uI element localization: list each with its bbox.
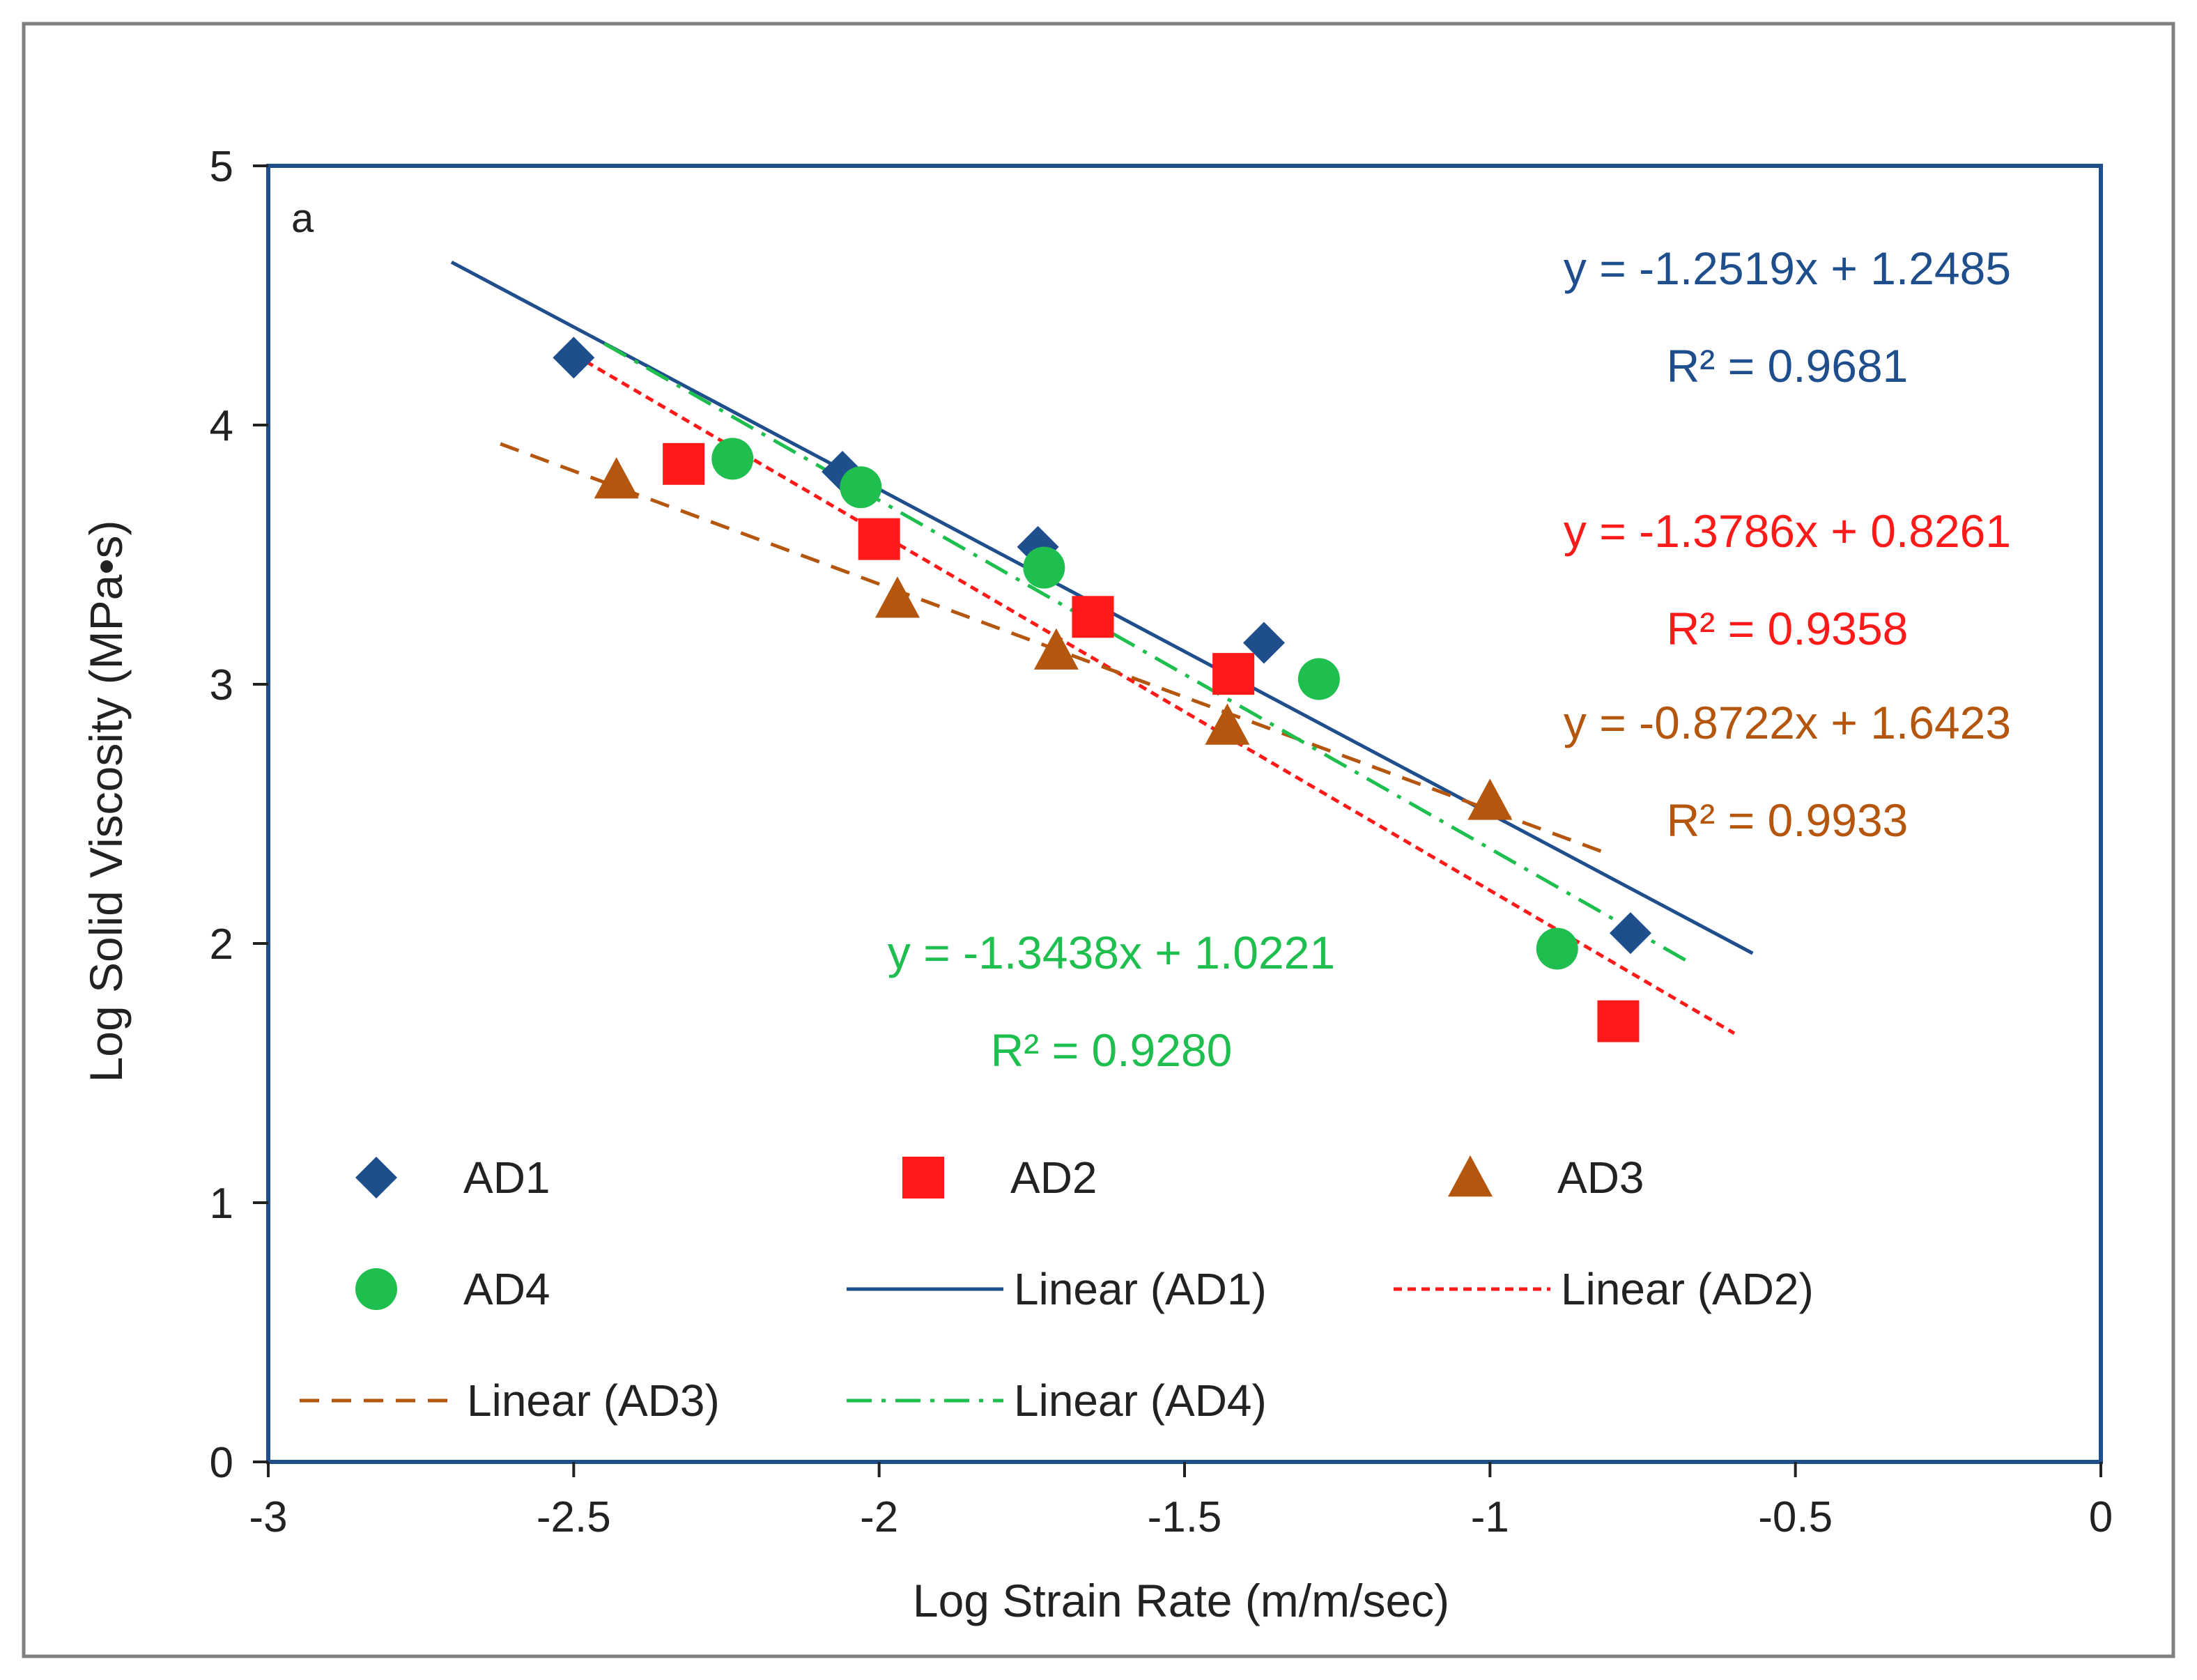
data-point-ad4 bbox=[1536, 927, 1578, 970]
r-squared-ad2: R² = 0.9358 bbox=[1667, 603, 1909, 654]
y-tick-label: 4 bbox=[210, 402, 233, 450]
legend: AD1 AD2 AD3 AD4 Linear (AD1) Linear (AD2) Line… bbox=[300, 1153, 1814, 1426]
r-squared-ad1: R² = 0.9681 bbox=[1667, 340, 1909, 392]
legend-item-linear-ad3: Linear (AD3) bbox=[300, 1375, 720, 1426]
x-tick-label: 0 bbox=[2089, 1493, 2113, 1541]
legend-label: AD4 bbox=[463, 1264, 550, 1314]
trendline-equations: y = -1.2519x + 1.2485 R² = 0.9681 y = -1.3… bbox=[888, 242, 2011, 1076]
x-tick-label: -2 bbox=[860, 1493, 898, 1541]
x-tick-label: -0.5 bbox=[1758, 1493, 1833, 1541]
x-tick-label: -3 bbox=[249, 1493, 287, 1541]
x-axis-title: Log Strain Rate (m/m/sec) bbox=[913, 1575, 1449, 1626]
legend-item-ad3: AD3 bbox=[1448, 1153, 1644, 1203]
y-tick-label: 5 bbox=[210, 143, 233, 191]
data-point-ad2 bbox=[663, 442, 705, 485]
legend-label: AD3 bbox=[1557, 1153, 1644, 1203]
data-point-ad1 bbox=[553, 337, 595, 379]
legend-label: Linear (AD1) bbox=[1014, 1264, 1267, 1314]
legend-item-ad1: AD1 bbox=[355, 1153, 550, 1203]
y-axis-title: Log Solid Viscosity (MPa•s) bbox=[80, 521, 132, 1083]
equation-ad2: y = -1.3786x + 0.8261 bbox=[1564, 505, 2011, 557]
x-tick-label: -2.5 bbox=[537, 1493, 611, 1541]
data-point-ad4 bbox=[711, 438, 754, 480]
legend-label: AD2 bbox=[1010, 1153, 1097, 1203]
data-point-ad3 bbox=[1467, 778, 1513, 820]
plot-area bbox=[266, 164, 2103, 1464]
equation-ad1: y = -1.2519x + 1.2485 bbox=[1564, 242, 2011, 294]
data-point-ad3 bbox=[1033, 628, 1079, 670]
legend-label: Linear (AD3) bbox=[467, 1375, 720, 1426]
x-tick-label: -1 bbox=[1471, 1493, 1509, 1541]
legend-swatch-ad1 bbox=[355, 1157, 397, 1199]
legend-swatch-ad2 bbox=[902, 1157, 944, 1199]
y-tick-label: 3 bbox=[210, 661, 233, 709]
data-point-ad4 bbox=[1023, 546, 1065, 589]
equation-ad4: y = -1.3438x + 1.0221 bbox=[888, 927, 1335, 978]
axes: -3 -2.5 -2 -1.5 -1 -0.5 0 0 1 2 3 4 5 bbox=[210, 143, 2113, 1541]
y-tick-label: 1 bbox=[210, 1180, 233, 1228]
data-point-ad3 bbox=[1205, 703, 1250, 745]
x-tick-label: -1.5 bbox=[1148, 1493, 1222, 1541]
legend-label: Linear (AD2) bbox=[1561, 1264, 1814, 1314]
y-tick-label: 0 bbox=[210, 1439, 233, 1487]
data-point-ad2 bbox=[858, 518, 900, 560]
r-squared-ad4: R² = 0.9280 bbox=[991, 1024, 1233, 1076]
data-point-ad4 bbox=[840, 466, 882, 509]
legend-swatch-ad4 bbox=[355, 1268, 397, 1310]
y-tick-label: 2 bbox=[210, 920, 233, 969]
legend-swatch-ad3 bbox=[1448, 1155, 1493, 1197]
equation-ad3: y = -0.8722x + 1.6423 bbox=[1564, 697, 2011, 748]
data-points bbox=[553, 337, 1651, 1042]
legend-item-ad4: AD4 bbox=[355, 1264, 550, 1314]
data-point-ad2 bbox=[1072, 596, 1114, 638]
panel-label: a bbox=[291, 196, 314, 241]
data-point-ad1 bbox=[1609, 912, 1651, 955]
data-point-ad4 bbox=[1297, 658, 1340, 700]
trendline-ad2 bbox=[573, 353, 1736, 1035]
r-squared-ad3: R² = 0.9933 bbox=[1667, 794, 1909, 846]
legend-item-linear-ad2: Linear (AD2) bbox=[1394, 1264, 1814, 1314]
trendline-ad4 bbox=[603, 341, 1687, 962]
legend-item-linear-ad4: Linear (AD4) bbox=[847, 1375, 1267, 1426]
data-point-ad3 bbox=[594, 457, 639, 499]
data-point-ad2 bbox=[1597, 1000, 1640, 1042]
data-point-ad2 bbox=[1212, 653, 1255, 695]
data-point-ad3 bbox=[874, 576, 920, 618]
legend-label: Linear (AD4) bbox=[1014, 1375, 1267, 1426]
legend-item-ad2: AD2 bbox=[902, 1153, 1097, 1203]
legend-item-linear-ad1: Linear (AD1) bbox=[847, 1264, 1267, 1314]
legend-label: AD1 bbox=[463, 1153, 550, 1203]
